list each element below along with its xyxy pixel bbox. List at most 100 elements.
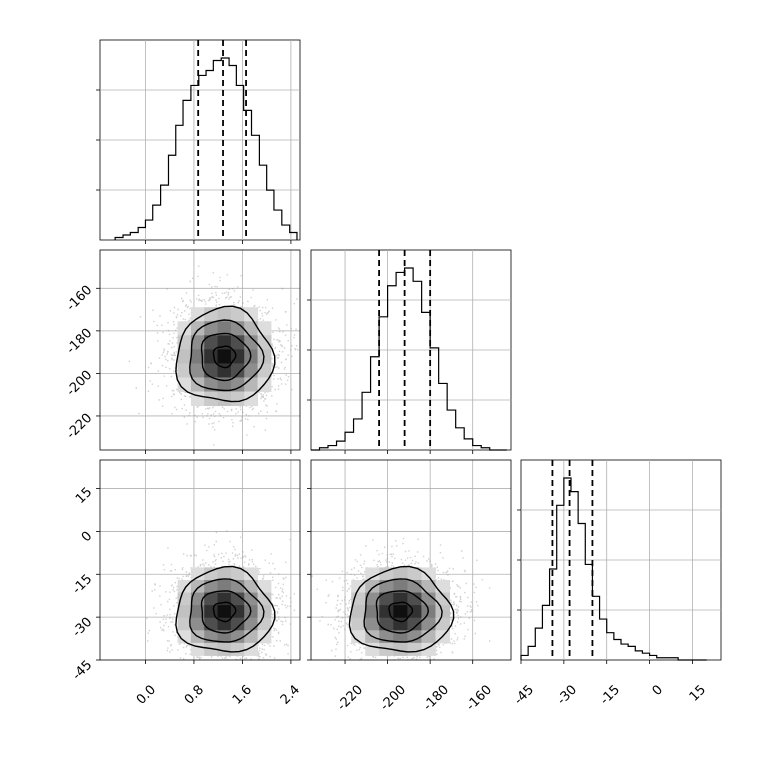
x-tick-label: 0.0 (134, 682, 159, 707)
density-cell (217, 321, 232, 336)
density-cell (190, 567, 205, 581)
y-tick-label: -45 (70, 658, 96, 684)
density-cell (217, 642, 232, 656)
density-cell (244, 321, 259, 336)
density-cell (407, 630, 422, 644)
density-contour (200, 332, 252, 382)
density-cell (177, 349, 192, 364)
density-cell (230, 335, 245, 350)
panel-frame (99, 249, 301, 451)
density-cell (244, 580, 259, 594)
density-cell (177, 377, 192, 392)
histogram-step (520, 477, 707, 661)
density-cell (365, 567, 380, 581)
density-cell (217, 567, 232, 581)
density-cell (230, 307, 245, 322)
density-cell (421, 642, 436, 656)
density-cell (393, 605, 408, 619)
y-tick-labels-param-2: -160 -180 -200 -220 (64, 283, 95, 442)
hist-panel (96, 39, 301, 244)
density-cell (257, 363, 272, 378)
density-cell (379, 605, 394, 619)
x-tick-label: 15 (687, 682, 709, 704)
x-tick-label: -180 (421, 682, 452, 713)
density-cell (204, 307, 219, 322)
density-cell (177, 580, 192, 594)
density-cell (257, 617, 272, 631)
hist-panel (517, 459, 722, 664)
density-cell (407, 567, 422, 581)
density-contour (212, 345, 237, 369)
density-contour (200, 590, 252, 634)
density-contour (175, 305, 276, 403)
density-cell (257, 335, 272, 350)
histogram-step (114, 57, 298, 240)
scatter-panel (307, 459, 512, 664)
density-cell (365, 580, 380, 594)
density-cell (190, 321, 205, 336)
density-cell (379, 567, 394, 581)
x-tick-label: -160 (464, 682, 495, 713)
density-cell (435, 592, 451, 606)
density-cell (257, 580, 272, 594)
density-cell (204, 349, 219, 364)
y-tick-label: -30 (70, 615, 96, 641)
density-cell (351, 630, 366, 644)
density-cell (190, 307, 205, 322)
density-contour (175, 565, 276, 653)
density-cell (204, 642, 219, 656)
x-tick-labels-param-2: -220 -200 -180 -160 (335, 682, 495, 713)
density-cell (230, 391, 245, 407)
density-cell (204, 605, 219, 619)
density-cell (407, 580, 422, 594)
density-cell (393, 567, 408, 581)
density-cell (244, 567, 259, 581)
density-cell (351, 580, 366, 594)
density-cell (204, 580, 219, 594)
density-cell (230, 363, 245, 378)
density-cell (379, 617, 394, 631)
density-cell (190, 580, 205, 594)
y-tick-label: 15 (73, 485, 95, 507)
density-cell (217, 605, 232, 619)
density-cell (407, 592, 422, 606)
density-cell (257, 321, 272, 336)
density-cell (435, 617, 451, 631)
density-cell (230, 567, 245, 581)
density-cell (365, 617, 380, 631)
panel-plot-area (100, 250, 300, 450)
density-cell (379, 580, 394, 594)
density-cell (204, 363, 219, 378)
density-cell (230, 377, 245, 392)
density-cell (379, 592, 394, 606)
density-cell (217, 630, 232, 644)
density-cell (351, 605, 366, 619)
density-cell (230, 617, 245, 631)
density-cell (393, 642, 408, 656)
panel-plot-area (311, 460, 511, 660)
density-cell (421, 567, 436, 581)
density-cell (244, 377, 259, 392)
density-cell (244, 592, 259, 606)
density-cell (190, 617, 205, 631)
density-contour (348, 565, 455, 653)
x-tick-label: 0.8 (182, 682, 207, 707)
density-cell (204, 592, 219, 606)
panels (96, 39, 722, 664)
density-cell (421, 630, 436, 644)
density-cell (435, 580, 451, 594)
density-contour (189, 578, 265, 643)
x-tick-label: 0 (650, 682, 666, 698)
scatter-panel (96, 249, 301, 454)
density-cell (190, 363, 205, 378)
density-cell (407, 617, 422, 631)
y-tick-label: -160 (64, 283, 95, 314)
density-cell (351, 617, 366, 631)
panel-plot-area (100, 460, 300, 660)
x-tick-labels-param-3: -45 -30 -15 0 15 (511, 682, 709, 708)
density-cell (217, 377, 232, 392)
density-cell (421, 580, 436, 594)
x-tick-label: 1.6 (230, 682, 255, 707)
density-cell (407, 642, 422, 656)
panel-frame (99, 459, 301, 661)
